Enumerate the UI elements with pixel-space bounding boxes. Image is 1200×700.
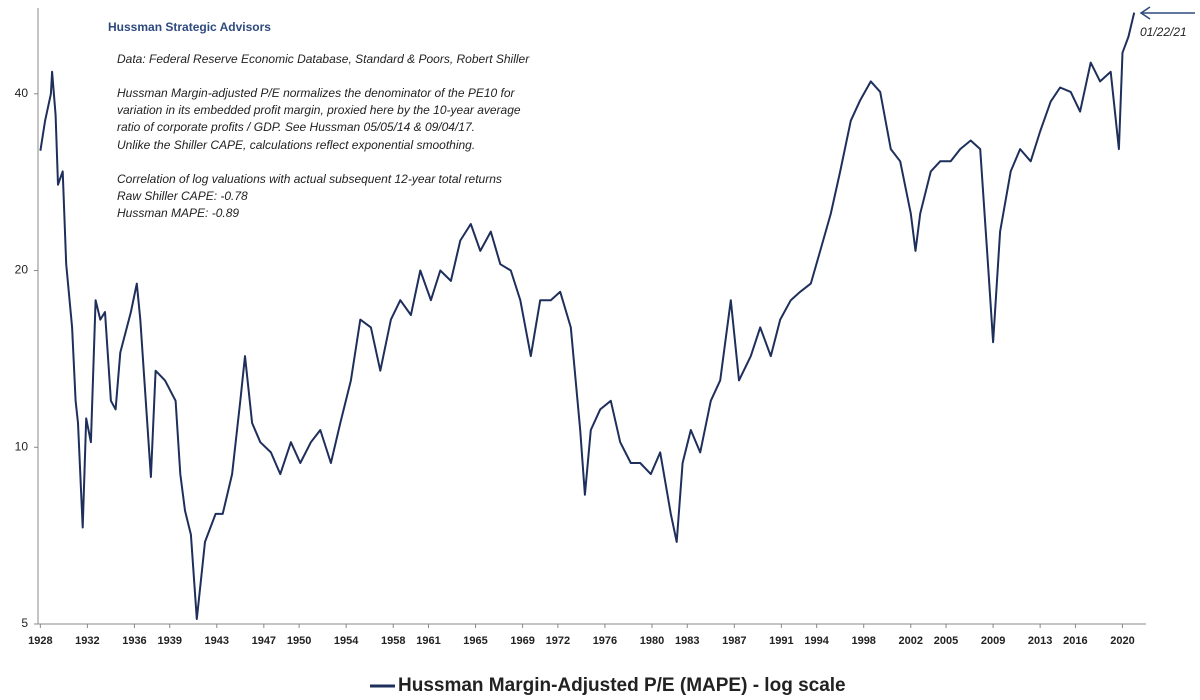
y-tick-label: 5 [21, 616, 28, 630]
x-tick-label: 1947 [252, 635, 276, 647]
x-tick-label: 1969 [510, 635, 534, 647]
annotation: Correlation of log valuations with actua… [117, 172, 502, 186]
x-tick-label: 1961 [416, 635, 440, 647]
y-tick-label: 20 [15, 263, 29, 277]
x-tick-label: 1976 [593, 635, 617, 647]
x-tick-label: 1983 [675, 635, 699, 647]
x-tick-label: 2002 [899, 635, 923, 647]
y-tick-label: 40 [15, 86, 29, 100]
x-tick-label: 2013 [1028, 635, 1052, 647]
annotation: Hussman MAPE: -0.89 [117, 206, 239, 220]
x-tick-label: 2005 [934, 635, 958, 647]
x-tick-label: 1980 [640, 635, 664, 647]
x-tick-label: 2009 [981, 635, 1005, 647]
annotation: Data: Federal Reserve Economic Database,… [117, 52, 530, 66]
annotation: Hussman Margin-adjusted P/E normalizes t… [117, 86, 516, 100]
x-tick-label: 2016 [1063, 635, 1087, 647]
x-tick-label: 1939 [157, 635, 181, 647]
series-line [39, 12, 1136, 620]
x-tick-label: 1991 [769, 635, 793, 647]
y-tick-label: 10 [15, 439, 29, 453]
x-tick-label: 1932 [75, 635, 99, 647]
x-tick-label: 2020 [1110, 635, 1134, 647]
x-tick-label: 1958 [381, 635, 405, 647]
annotation: Unlike the Shiller CAPE, calculations re… [117, 138, 475, 152]
x-tick-label: 1994 [804, 635, 829, 647]
arrow-head [1139, 6, 1151, 20]
x-tick-label: 1965 [463, 635, 487, 647]
x-tick-label: 1954 [334, 635, 359, 647]
end-label: 01/22/21 [1140, 25, 1187, 39]
annotation: ratio of corporate profits / GDP. See Hu… [117, 120, 475, 134]
annotation: variation in its embedded profit margin,… [117, 103, 521, 117]
x-tick-label: 1950 [287, 635, 311, 647]
x-tick-label: 1943 [205, 635, 229, 647]
x-tick-label: 1998 [851, 635, 875, 647]
x-tick-label: 1972 [546, 635, 570, 647]
chart-title: Hussman Strategic Advisors [108, 20, 271, 34]
annotation: Raw Shiller CAPE: -0.78 [117, 189, 248, 203]
x-tick-label: 1928 [28, 635, 52, 647]
x-tick-label: 1987 [722, 635, 746, 647]
x-tick-label: 1936 [122, 635, 146, 647]
legend-label: Hussman Margin-Adjusted P/E (MAPE) - log… [398, 675, 846, 696]
